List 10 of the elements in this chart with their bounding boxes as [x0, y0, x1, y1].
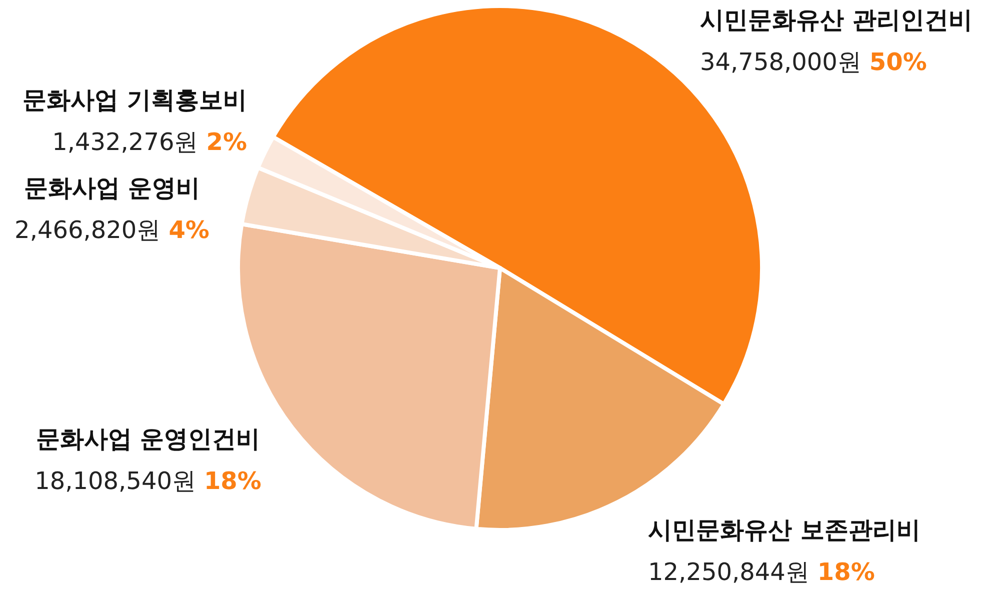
data-label: 1,432,276원 2%	[52, 128, 247, 156]
slice-label: 문화사업 운영비	[24, 174, 200, 202]
data-label: 34,758,000원 50%	[700, 48, 927, 76]
data-label: 2,466,820원 4%	[14, 216, 210, 244]
data-label: 18,108,540원 18%	[34, 467, 262, 495]
data-label: 12,250,844원 18%	[648, 558, 875, 586]
slice-label: 문화사업 운영인건비	[36, 425, 260, 453]
slice-label: 문화사업 기획홍보비	[22, 86, 247, 114]
slice-label: 시민문화유산 관리인건비	[700, 6, 972, 34]
slice-label: 시민문화유산 보존관리비	[648, 516, 920, 544]
